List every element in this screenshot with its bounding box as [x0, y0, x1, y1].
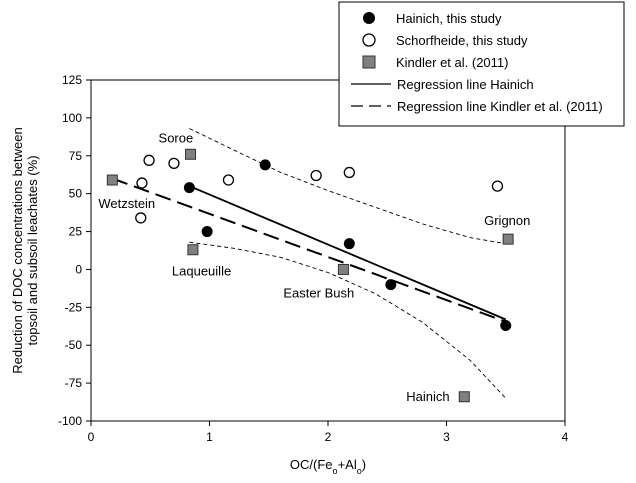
regression-line — [111, 177, 509, 324]
x-axis-label-part: +Al — [338, 457, 357, 472]
y-tick-label: 75 — [69, 149, 83, 163]
point-schorfheide — [222, 174, 235, 186]
x-axis-label-part: ) — [362, 457, 366, 472]
x-axis-label-part: OC/(Fe — [290, 457, 333, 472]
point-kindler — [185, 148, 197, 160]
data-points — [106, 148, 514, 403]
point-hainich — [500, 320, 512, 332]
confidence-band-line — [189, 128, 506, 245]
point-schorfheide — [168, 157, 180, 170]
point-hainich — [385, 279, 397, 291]
point-schorfheide — [343, 166, 355, 179]
legend-label: Regression line Hainich — [397, 77, 534, 92]
point-schorfheide — [136, 177, 148, 189]
site-labels: Soroe Wetzstein Laqueuille Easter Bush Haini… — [98, 130, 530, 403]
legend-label: Kindler et al. (2011) — [396, 55, 509, 70]
y-axis-label-line: topsoil and subsoil leachates (%) — [25, 155, 40, 345]
point-kindler — [187, 244, 199, 256]
y-tick-label: 125 — [62, 73, 82, 87]
axes: -100 -75 -50 -25 0 25 50 75 100 125 0 1 2 3 4 — [58, 73, 569, 444]
point-schorfheide — [143, 154, 155, 166]
legend-symbol-open-circle — [362, 33, 376, 47]
site-label: Laqueuille — [172, 264, 231, 279]
y-tick-label: 50 — [69, 187, 83, 201]
y-axis-label: Reduction of DOC concentrations between t… — [10, 127, 40, 373]
y-tick-label: 0 — [75, 262, 82, 276]
site-label: Wetzstein — [98, 196, 155, 211]
point-schorfheide — [135, 212, 147, 224]
site-label: Grignon — [484, 213, 530, 228]
y-axis-label-line: Reduction of DOC concentrations between — [10, 127, 25, 373]
y-tick-label: 100 — [62, 111, 82, 125]
point-hainich — [183, 182, 195, 194]
point-hainich — [201, 226, 213, 238]
legend-symbol-filled-circle — [363, 12, 375, 24]
point-hainich — [259, 159, 271, 171]
x-tick-label: 2 — [325, 430, 332, 444]
legend-label: Regression line Kindler et al. (2011) — [397, 99, 603, 114]
point-schorfheide — [491, 180, 504, 192]
confidence-band-line — [189, 241, 507, 399]
y-tick-label: -100 — [58, 414, 82, 428]
point-kindler — [502, 233, 514, 245]
x-axis-label-part: o — [357, 466, 362, 476]
site-label: Easter Bush — [283, 285, 354, 300]
x-tick-label: 3 — [443, 430, 450, 444]
legend-label: Schorfheide, this study — [396, 33, 528, 48]
y-tick-label: -50 — [65, 338, 83, 352]
legend-symbol-square — [362, 55, 376, 69]
y-tick-label: 25 — [69, 225, 83, 239]
x-tick-label: 4 — [562, 430, 569, 444]
y-tick-label: -25 — [65, 300, 83, 314]
x-tick-label: 1 — [206, 430, 213, 444]
regression-lines — [111, 128, 509, 399]
site-label: Hainich — [406, 389, 449, 404]
x-axis-label-part: o — [333, 466, 338, 476]
legend-label: Hainich, this study — [396, 11, 502, 26]
point-kindler — [337, 263, 349, 275]
legend-box — [338, 1, 625, 127]
x-tick-label: 0 — [88, 430, 95, 444]
regression-line — [189, 185, 507, 321]
x-axis-label: OC/(Feo+Alo) — [290, 457, 366, 476]
y-tick-label: -75 — [65, 376, 83, 390]
point-kindler — [458, 391, 470, 403]
site-label: Soroe — [159, 130, 194, 145]
point-hainich — [343, 238, 355, 250]
legend: Hainich, this study Schorfheide, this stu… — [338, 1, 625, 127]
point-kindler — [106, 174, 118, 186]
point-schorfheide — [310, 169, 322, 182]
